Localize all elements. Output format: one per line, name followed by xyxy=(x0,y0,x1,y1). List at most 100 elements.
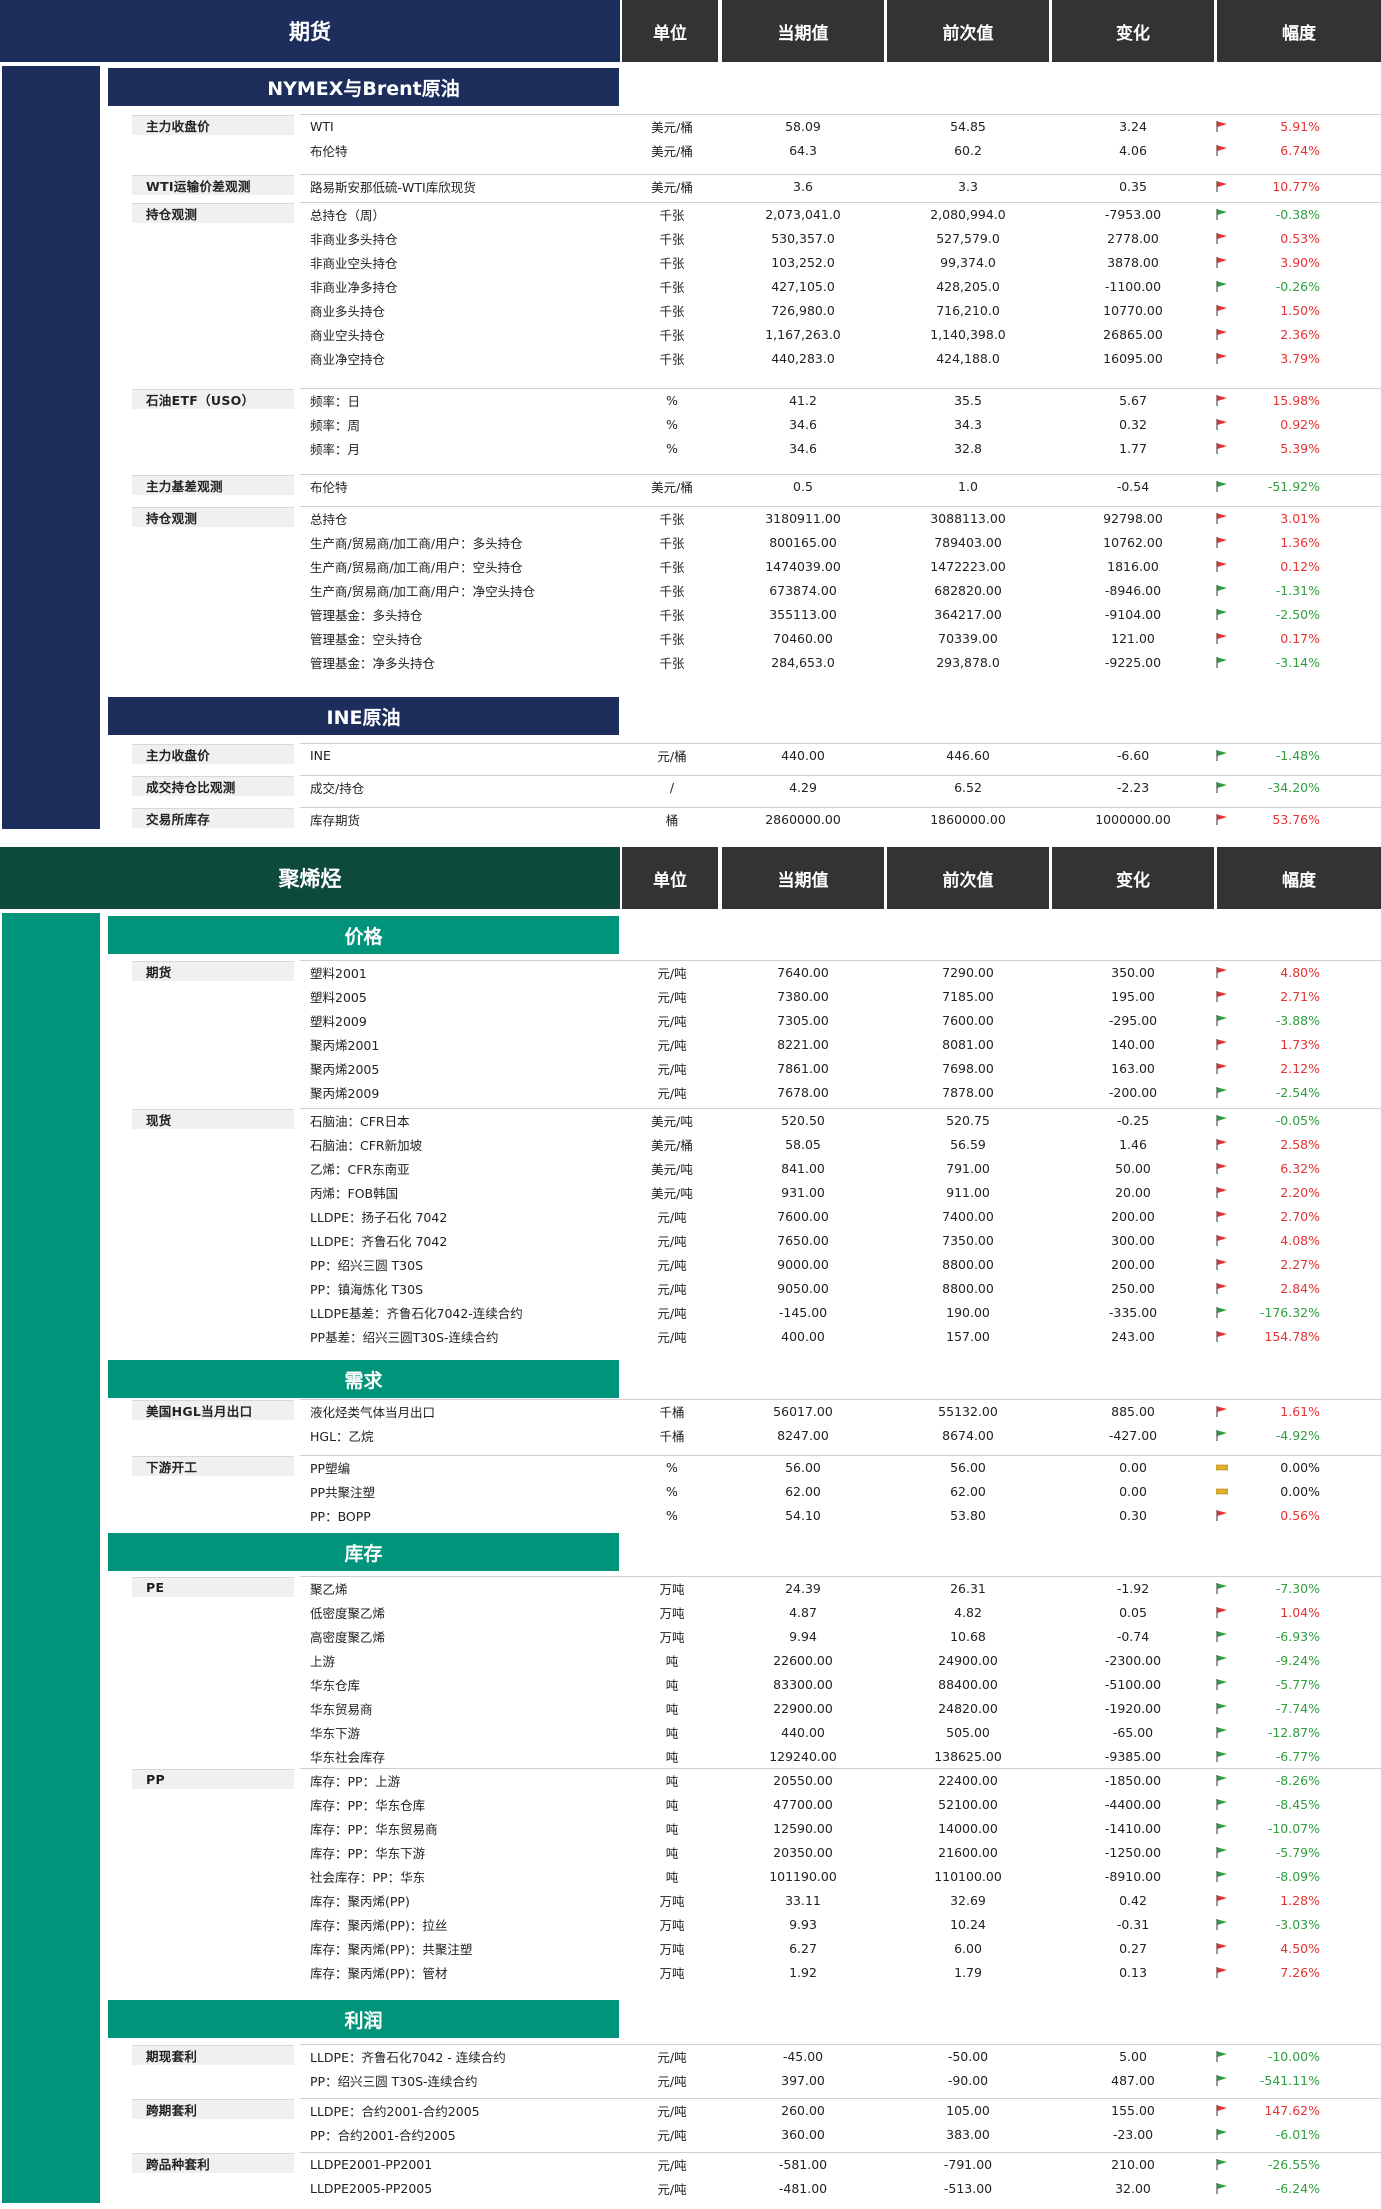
change-value: -427.00 xyxy=(1108,1427,1158,1443)
current-value: 397.00 xyxy=(781,2072,825,2088)
red-flag-icon xyxy=(1216,1210,1227,1222)
trend-flag xyxy=(1216,1425,1228,1445)
current-value: 530,357.0 xyxy=(771,230,835,246)
change-value: -0.31 xyxy=(1116,1916,1150,1932)
indicator-name: PP：BOPP xyxy=(310,1508,371,1524)
trend-flag xyxy=(1216,532,1228,552)
trend-flag xyxy=(1216,1626,1228,1646)
unit-cell: 千张 xyxy=(659,631,685,647)
green-flag-icon xyxy=(1216,1306,1227,1318)
group-divider xyxy=(300,174,1381,175)
change-value: -0.54 xyxy=(1116,478,1150,494)
change-value: 1.46 xyxy=(1119,1136,1147,1152)
unit-cell: 千张 xyxy=(659,583,685,599)
current-value: 7650.00 xyxy=(777,1232,829,1248)
current-value: 0.5 xyxy=(793,478,813,494)
trend-flag xyxy=(1216,1746,1228,1766)
group-label: 美国HGL当月出口 xyxy=(132,1400,294,1420)
indicator-name: 聚乙烯 xyxy=(310,1581,348,1597)
change-percent: -4.92% xyxy=(1275,1427,1320,1443)
table-row: LLDPE：合约2001-合约2005 元/吨 260.00 105.00 155.00… xyxy=(0,2100,1381,2124)
trend-flag xyxy=(1216,1674,1228,1694)
green-flag-icon xyxy=(1216,1582,1227,1594)
unit-cell: 元/吨 xyxy=(657,965,687,981)
previous-value: 8081.00 xyxy=(942,1036,994,1052)
group-label: 期现套利 xyxy=(132,2045,294,2065)
indicator-name: 非商业多头持仓 xyxy=(310,231,398,247)
change-value: 155.00 xyxy=(1111,2102,1155,2118)
unit-cell: 元/桶 xyxy=(657,748,687,764)
current-value: 103,252.0 xyxy=(771,254,835,270)
green-flag-icon xyxy=(1216,1702,1227,1714)
current-value: 1,167,263.0 xyxy=(765,326,841,342)
current-value: 20550.00 xyxy=(773,1772,833,1788)
current-value: 41.2 xyxy=(789,392,817,408)
trend-flag xyxy=(1216,1010,1228,1030)
change-percent: -9.24% xyxy=(1275,1652,1320,1668)
trend-flag xyxy=(1216,1230,1228,1250)
trend-flag xyxy=(1216,116,1228,136)
indicator-name: PP：合约2001-合约2005 xyxy=(310,2127,456,2143)
current-value: 56.00 xyxy=(785,1459,821,1475)
unit-cell: 吨 xyxy=(665,1773,679,1789)
column-header-pct: 幅度 xyxy=(1217,847,1381,909)
group-divider xyxy=(300,1576,1381,1577)
change-percent: -6.01% xyxy=(1275,2126,1320,2142)
change-percent: -8.26% xyxy=(1275,1772,1320,1788)
previous-value: 8800.00 xyxy=(942,1280,994,1296)
table-row: 华东贸易商 吨 22900.00 24820.00 -1920.00 -7.74% xyxy=(0,1698,1381,1722)
table-row: 聚丙烯2009 元/吨 7678.00 7878.00 -200.00 -2.54% xyxy=(0,1082,1381,1106)
red-flag-icon xyxy=(1216,1234,1227,1246)
indicator-name: 非商业净多持仓 xyxy=(310,279,398,295)
green-flag-icon xyxy=(1216,208,1227,220)
block-title: 聚烯烃 xyxy=(0,847,620,909)
previous-value: 3088113.00 xyxy=(930,510,1006,526)
change-value: 10762.00 xyxy=(1103,534,1163,550)
section-header: NYMEX与Brent原油 xyxy=(108,68,619,106)
current-value: 800165.00 xyxy=(769,534,837,550)
change-percent: -1.31% xyxy=(1275,582,1320,598)
change-value: -9225.00 xyxy=(1104,654,1162,670)
group-divider xyxy=(300,807,1381,808)
table-row: 管理基金：空头持仓 千张 70460.00 70339.00 121.00 0.17% xyxy=(0,628,1381,652)
current-value: 360.00 xyxy=(781,2126,825,2142)
table-row: 石脑油：CFR日本 美元/吨 520.50 520.75 -0.25 -0.05% xyxy=(0,1110,1381,1134)
red-flag-icon xyxy=(1216,1062,1227,1074)
previous-value: 70339.00 xyxy=(938,630,998,646)
table-row: PP：绍兴三圆 T30S 元/吨 9000.00 8800.00 200.00 2.27% xyxy=(0,1254,1381,1278)
previous-value: 10.24 xyxy=(950,1916,986,1932)
column-header-chg: 变化 xyxy=(1052,0,1214,62)
table-row: INE 元/桶 440.00 446.60 -6.60 -1.48% xyxy=(0,745,1381,769)
trend-flag xyxy=(1216,2124,1228,2144)
change-percent: -2.50% xyxy=(1275,606,1320,622)
group-divider xyxy=(300,474,1381,475)
current-value: 62.00 xyxy=(785,1483,821,1499)
previous-value: 1472223.00 xyxy=(930,558,1006,574)
table-row: 非商业净多持仓 千张 427,105.0 428,205.0 -1100.00 -0.26… xyxy=(0,276,1381,300)
indicator-name: 华东下游 xyxy=(310,1725,361,1741)
red-flag-icon xyxy=(1216,1162,1227,1174)
change-value: 300.00 xyxy=(1111,1232,1155,1248)
column-header-pct: 幅度 xyxy=(1217,0,1381,62)
trend-flag xyxy=(1216,1650,1228,1670)
change-value: -1100.00 xyxy=(1104,278,1162,294)
previous-value: 364217.00 xyxy=(934,606,1002,622)
indicator-name: 频率：日 xyxy=(310,393,361,409)
group-divider xyxy=(300,1399,1381,1400)
current-value: 9.94 xyxy=(789,1628,817,1644)
change-percent: -7.74% xyxy=(1275,1700,1320,1716)
indicator-name: PP：绍兴三圆 T30S-连续合约 xyxy=(310,2073,478,2089)
current-value: 58.05 xyxy=(785,1136,821,1152)
change-value: -2.23 xyxy=(1116,779,1150,795)
indicator-name: 库存：PP：上游 xyxy=(310,1773,401,1789)
unit-cell: 元/吨 xyxy=(657,1257,687,1273)
red-flag-icon xyxy=(1216,1509,1227,1521)
change-value: -1.92 xyxy=(1116,1580,1150,1596)
group-label: 成交持仓比观测 xyxy=(132,776,294,796)
trend-flag xyxy=(1216,986,1228,1006)
previous-value: 32.8 xyxy=(954,440,982,456)
table-row: 库存：聚丙烯(PP)：拉丝 万吨 9.93 10.24 -0.31 -3.03% xyxy=(0,1914,1381,1938)
previous-value: 1,140,398.0 xyxy=(930,326,1006,342)
current-value: 7678.00 xyxy=(777,1084,829,1100)
